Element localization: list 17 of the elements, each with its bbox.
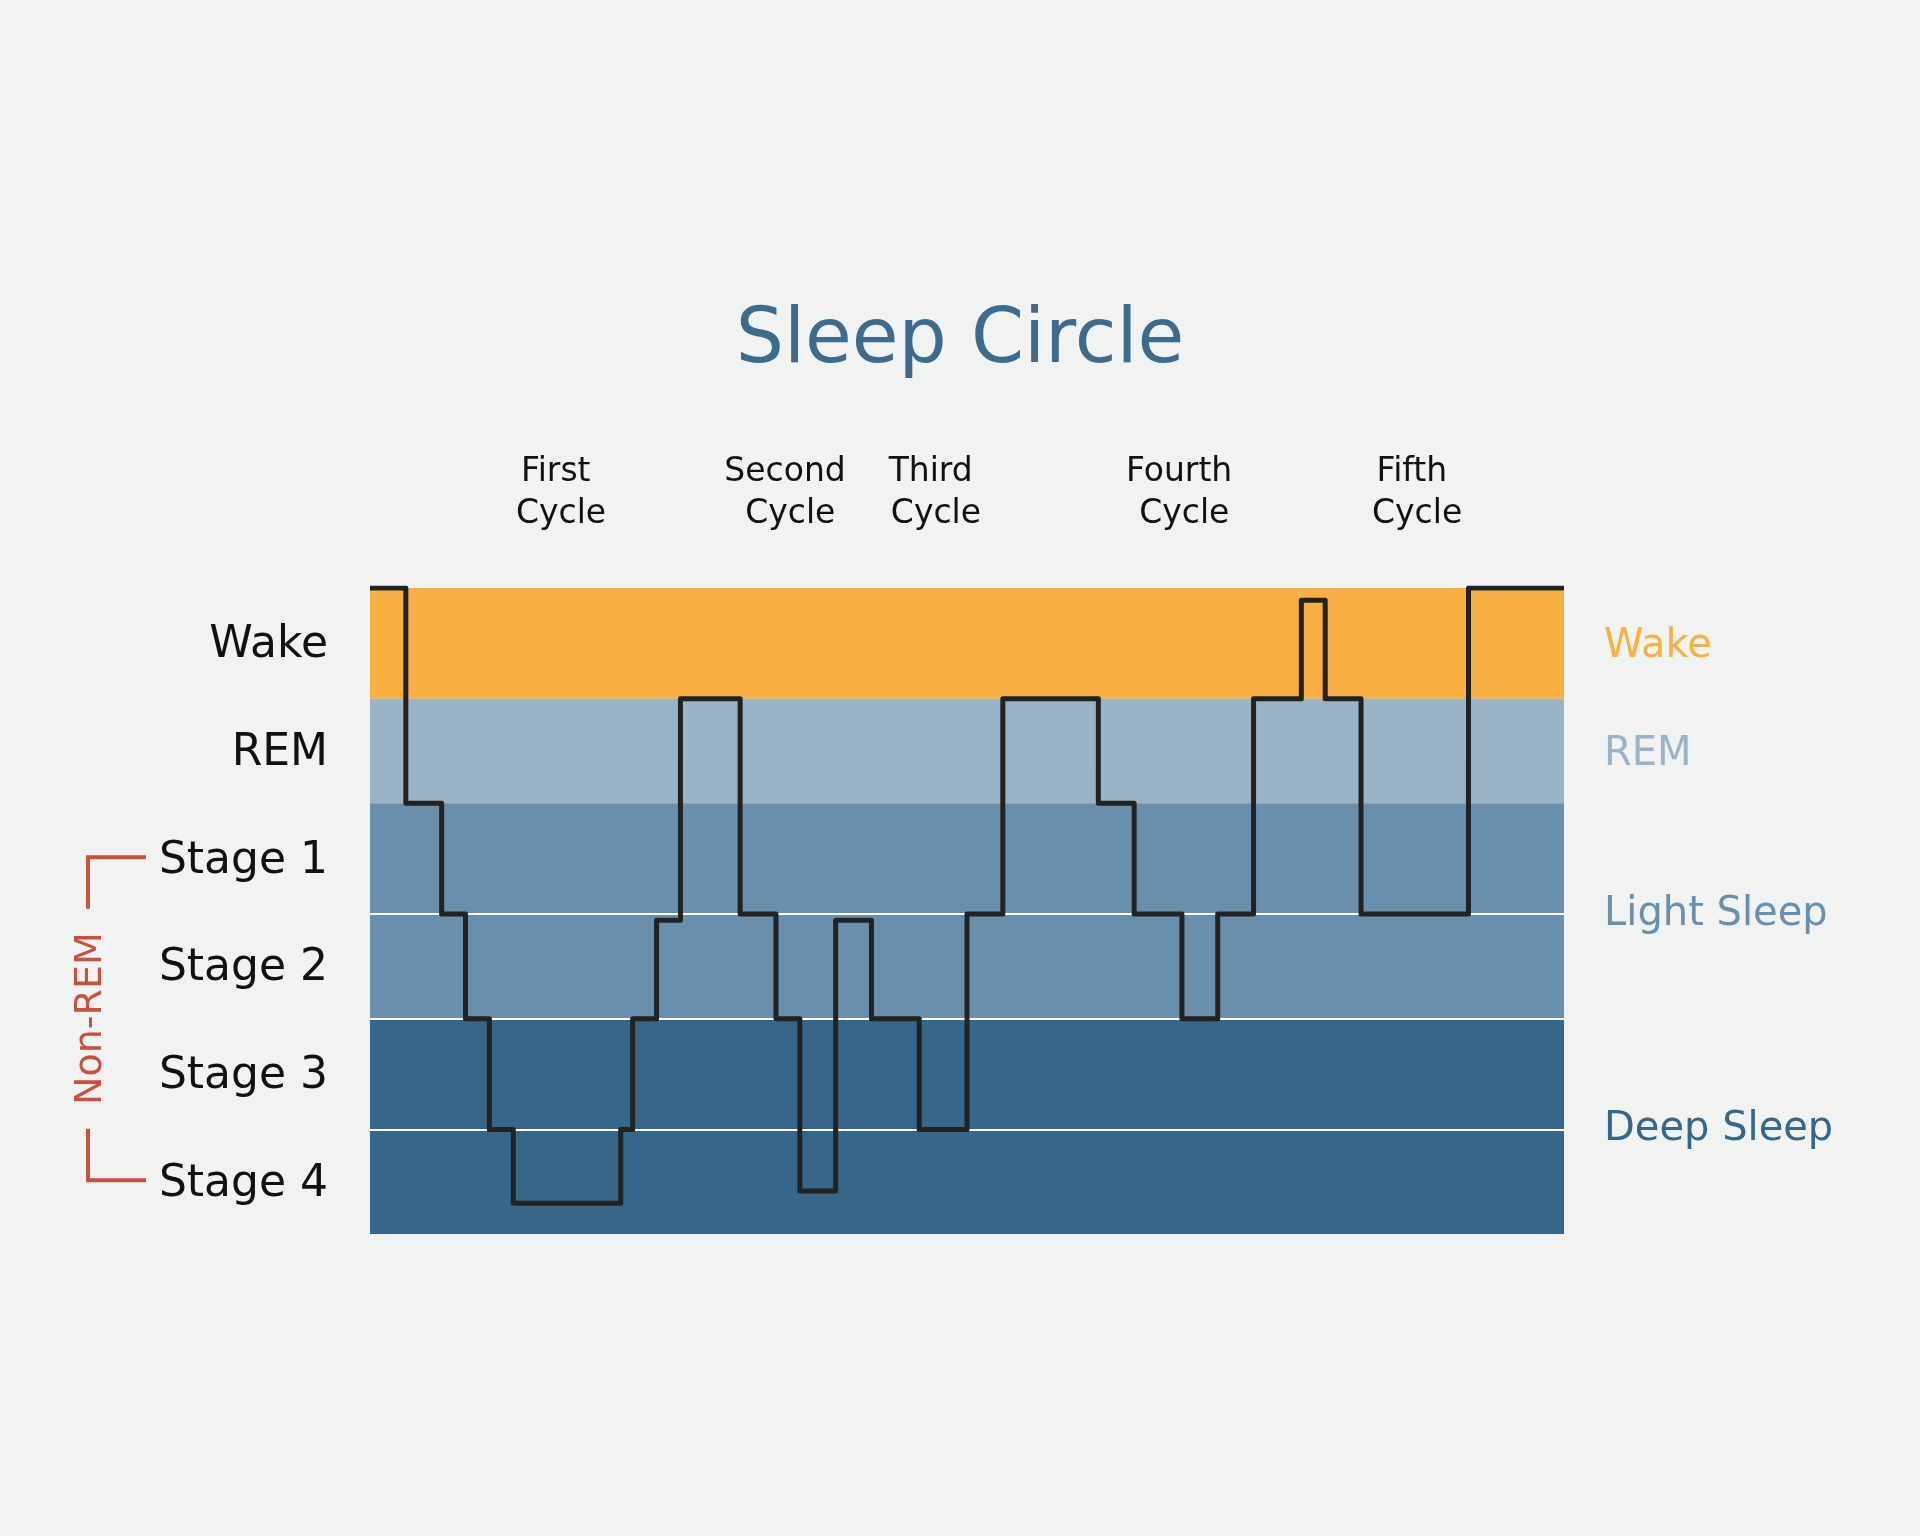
text: Third Cycle [887, 449, 984, 531]
chart-title: Sleep Circle [735, 290, 1185, 380]
text: Stage 1 [158, 831, 328, 883]
text: Stage 2 [158, 939, 328, 991]
text: First Cycle [515, 449, 607, 531]
band-label: REM [1604, 728, 1692, 775]
text: Second Cycle [724, 449, 857, 531]
text: REM [231, 724, 328, 775]
band-label: Deep Sleep [1604, 1103, 1834, 1150]
text: Wake [209, 616, 328, 668]
text: Stage 4 [158, 1154, 328, 1206]
text: Stage 3 [158, 1047, 328, 1098]
band-label: Light Sleep [1604, 888, 1828, 934]
text: Non-REM [66, 932, 110, 1105]
text: Fifth Cycle [1372, 449, 1463, 531]
band-label: Wake [1604, 620, 1712, 667]
text: Fourth Cycle [1125, 449, 1243, 531]
